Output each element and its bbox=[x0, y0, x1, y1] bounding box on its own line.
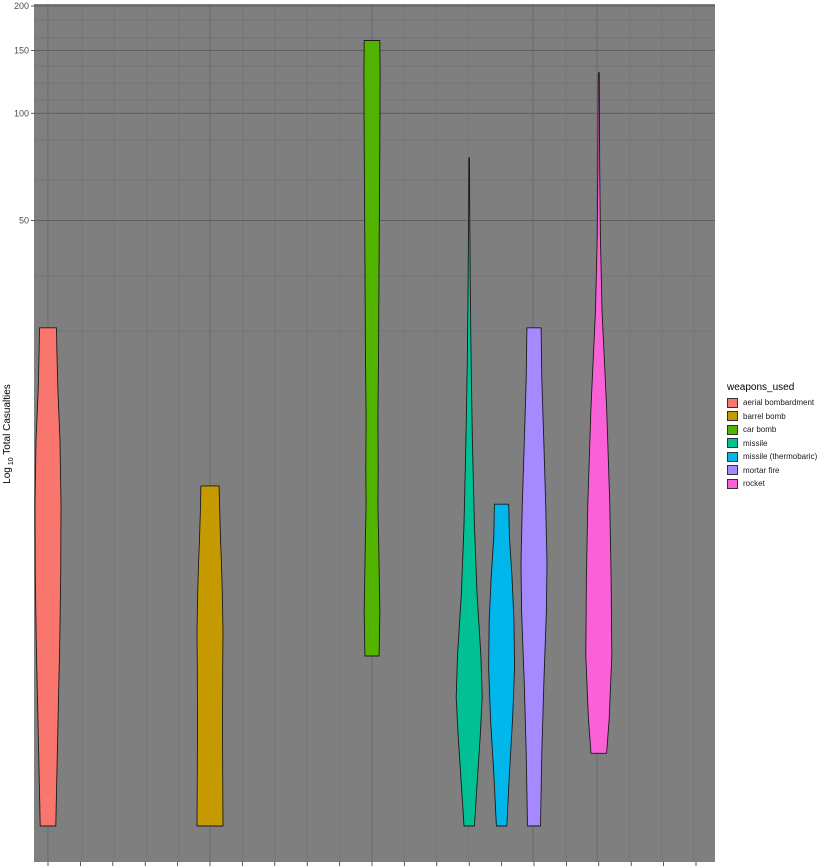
violin-missile bbox=[455, 157, 483, 827]
legend-swatch bbox=[727, 465, 738, 476]
violin-barrel-bomb bbox=[196, 485, 224, 827]
y-tick-label: 50 bbox=[19, 216, 29, 226]
y-axis-title: Log 10 Total Casualties bbox=[2, 384, 15, 484]
legend-swatch bbox=[727, 397, 738, 408]
y-axis-title-prefix: Log bbox=[2, 467, 13, 484]
violin-layer bbox=[34, 40, 613, 827]
legend-swatch bbox=[727, 411, 738, 422]
legend-title: weapons_used bbox=[727, 382, 795, 393]
violin-rocket bbox=[585, 72, 613, 754]
legend-label: missile (thermobaric) bbox=[743, 452, 818, 462]
legend-swatch bbox=[727, 424, 738, 435]
y-tick-label: 100 bbox=[14, 108, 29, 118]
y-tick-label: 200 bbox=[14, 1, 29, 11]
y-axis-title-subscript: 10 bbox=[8, 457, 15, 467]
legend-items: aerial bombardment barrel bomb car bomb mis… bbox=[727, 396, 817, 491]
x-axis-ticks bbox=[47, 862, 697, 866]
legend-label: mortar fire bbox=[743, 465, 780, 475]
legend-label: missile bbox=[743, 438, 768, 448]
y-axis: 200 150 100 50 bbox=[14, 1, 34, 226]
violin-car-bomb bbox=[363, 40, 381, 657]
legend: weapons_used aerial bombardment barrel bo… bbox=[727, 382, 817, 491]
y-tick-label: 150 bbox=[14, 46, 29, 56]
legend-item-mortar-fire: mortar fire bbox=[727, 464, 817, 478]
legend-item-rocket: rocket bbox=[727, 477, 817, 491]
legend-label: barrel bomb bbox=[743, 411, 786, 421]
legend-item-barrel-bomb: barrel bomb bbox=[727, 410, 817, 424]
legend-swatch bbox=[727, 438, 738, 449]
legend-item-missile-thermobaric: missile (thermobaric) bbox=[727, 450, 817, 464]
legend-swatch bbox=[727, 451, 738, 462]
violin-mortar-fire bbox=[520, 327, 548, 827]
violin-missile-thermobaric bbox=[488, 503, 516, 827]
legend-label: aerial bombardment bbox=[743, 398, 815, 408]
legend-item-car-bomb: car bomb bbox=[727, 423, 817, 437]
violin-aerial-bombardment bbox=[34, 327, 62, 827]
y-axis-title-suffix: Total Casualties bbox=[2, 384, 13, 457]
legend-label: car bomb bbox=[743, 425, 777, 435]
legend-label: rocket bbox=[743, 479, 765, 489]
legend-swatch bbox=[727, 478, 738, 489]
legend-item-missile: missile bbox=[727, 437, 817, 451]
legend-item-aerial-bombardment: aerial bombardment bbox=[727, 396, 817, 410]
